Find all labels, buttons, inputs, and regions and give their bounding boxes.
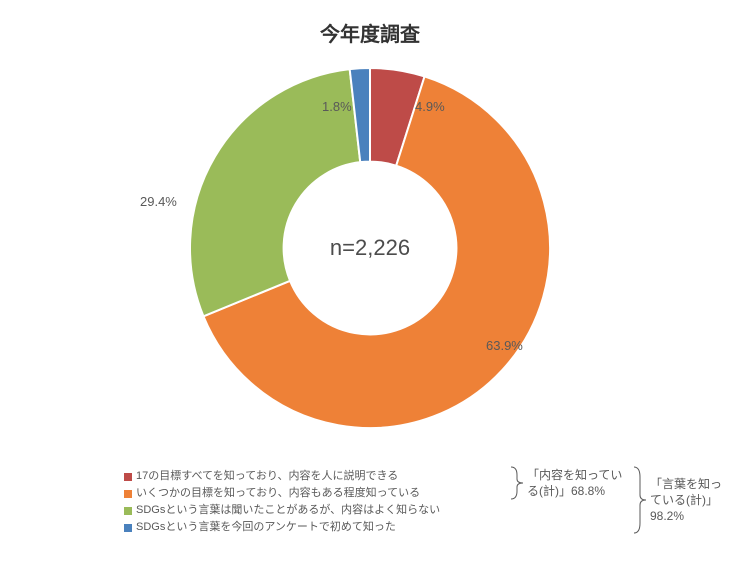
legend-item: いくつかの目標を知っており、内容もある程度知っている [124,485,440,502]
bracket-2-line-3: 98.2% [650,508,722,524]
bracket-word-known: 「言葉を知っ ている(計)」 98.2% [634,465,722,535]
legend-swatch [124,507,132,515]
slice-value-label: 4.9% [415,99,445,114]
center-label: n=2,226 [330,235,410,261]
chart-title: 今年度調査 [320,18,420,47]
legend-label: SDGsという言葉を今回のアンケートで初めて知った [136,519,396,536]
legend-item: 17の目標すべてを知っており、内容を人に説明できる [124,468,440,485]
slice-value-label: 1.8% [322,99,352,114]
donut-chart: n=2,226 [180,58,560,438]
bracket-2-line-1: 「言葉を知っ [650,476,722,492]
legend-label: 17の目標すべてを知っており、内容を人に説明できる [136,468,398,485]
bracket-2-line-2: ている(計)」 [650,492,722,508]
legend-item: SDGsという言葉を今回のアンケートで初めて知った [124,519,440,536]
slice-value-label: 63.9% [486,338,523,353]
slice-value-label: 29.4% [140,194,177,209]
legend-label: SDGsという言葉は聞いたことがあるが、内容はよく知らない [136,502,440,519]
legend-item: SDGsという言葉は聞いたことがあるが、内容はよく知らない [124,502,440,519]
bracket-1-line-2: る(計)」68.8% [527,483,622,499]
legend-swatch [124,524,132,532]
legend-label: いくつかの目標を知っており、内容もある程度知っている [136,485,420,502]
legend-swatch [124,490,132,498]
bracket-1-line-1: 「内容を知ってい [527,467,622,483]
legend: 17の目標すべてを知っており、内容を人に説明できるいくつかの目標を知っており、内… [124,468,440,536]
bracket-content-known: 「内容を知ってい る(計)」68.8% [511,465,622,501]
legend-swatch [124,473,132,481]
